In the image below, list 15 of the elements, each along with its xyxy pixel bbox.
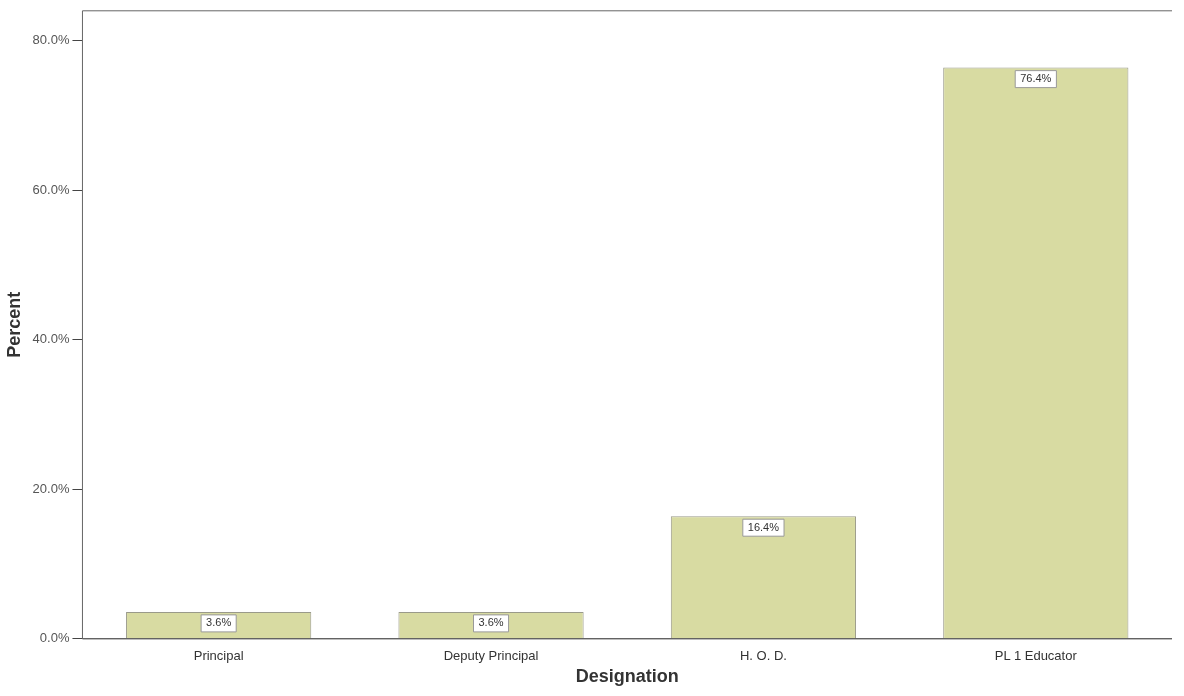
y-tick-label: 80.0% <box>32 32 70 48</box>
data-label: 3.6% <box>478 616 504 629</box>
x-tick-label: Deputy Principal <box>443 648 539 664</box>
y-axis-title: Percent <box>3 291 24 358</box>
data-label: 3.6% <box>206 616 232 629</box>
y-tick-label: 20.0% <box>32 480 70 496</box>
x-tick-label: Principal <box>193 648 244 664</box>
x-axis-title: Designation <box>575 666 679 687</box>
x-tick-label: PL 1 Educator <box>994 648 1078 664</box>
data-label: 76.4% <box>1020 72 1052 85</box>
y-tick-label: 40.0% <box>32 331 70 347</box>
y-tick-label: 0.0% <box>39 630 70 646</box>
x-tick-label: H. O. D. <box>739 648 787 664</box>
data-label: 16.4% <box>747 520 780 533</box>
y-tick-label: 60.0% <box>32 181 70 197</box>
